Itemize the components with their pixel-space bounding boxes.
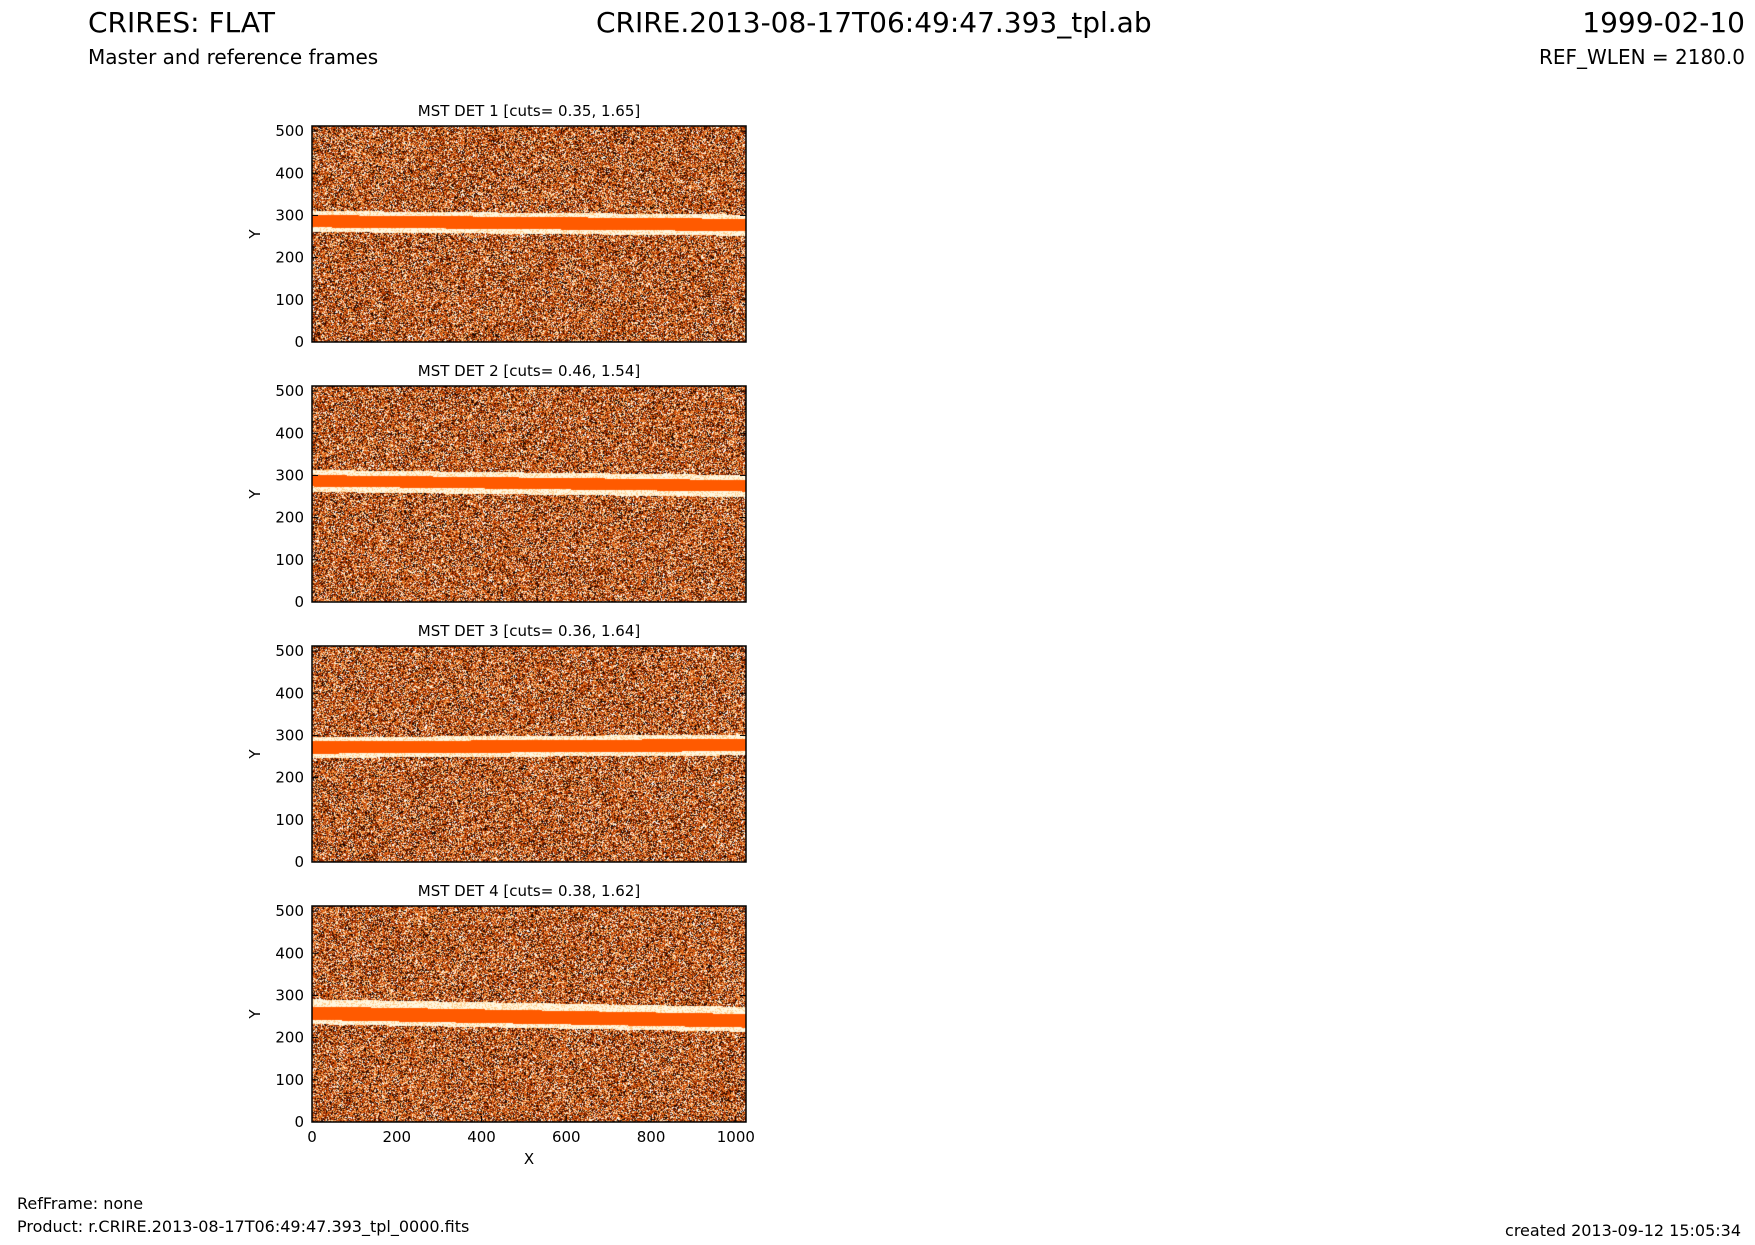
detector-image-3 xyxy=(312,646,746,862)
y-tick-label: 200 xyxy=(275,1029,304,1047)
y-tick-label: 500 xyxy=(275,642,304,660)
refframe-note: RefFrame: none xyxy=(17,1194,144,1213)
x-tick-label: 600 xyxy=(552,1128,581,1146)
report-subtitle: Master and reference frames xyxy=(88,45,379,69)
panel-title-4: MST DET 4 [cuts= 0.38, 1.62] xyxy=(418,882,641,900)
y-tick-label: 100 xyxy=(275,291,304,309)
y-tick-label: 0 xyxy=(294,853,304,871)
y-tick-label: 400 xyxy=(275,164,304,182)
created-timestamp: created 2013-09-12 15:05:34 xyxy=(1505,1221,1741,1240)
detector-image-2 xyxy=(312,386,746,602)
panel-frame-3 xyxy=(311,645,747,863)
panel-title-1: MST DET 1 [cuts= 0.35, 1.65] xyxy=(418,102,641,120)
y-axis-label: Y xyxy=(246,749,264,760)
observation-date: 1999-02-10 xyxy=(1582,6,1745,39)
x-tick-label: 200 xyxy=(382,1128,411,1146)
y-tick-label: 100 xyxy=(275,551,304,569)
y-tick-label: 200 xyxy=(275,769,304,787)
y-tick-label: 300 xyxy=(275,726,304,744)
x-tick-label: 0 xyxy=(307,1128,317,1146)
y-axis-label: Y xyxy=(246,489,264,500)
x-tick-label: 1000 xyxy=(717,1128,755,1146)
y-tick-label: 0 xyxy=(294,593,304,611)
report-title: CRIRES: FLAT xyxy=(88,6,275,39)
detector-image-4 xyxy=(312,906,746,1122)
y-tick-label: 500 xyxy=(275,902,304,920)
file-name: CRIRE.2013-08-17T06:49:47.393_tpl.ab xyxy=(596,6,1152,39)
x-tick-label: 400 xyxy=(467,1128,496,1146)
ref-wlen-label: REF_WLEN = 2180.0 xyxy=(1538,45,1745,69)
y-tick-label: 100 xyxy=(275,1071,304,1089)
x-axis-label: X xyxy=(524,1150,534,1168)
panel-title-3: MST DET 3 [cuts= 0.36, 1.64] xyxy=(418,622,641,640)
y-tick-label: 400 xyxy=(275,424,304,442)
panel-frame-2 xyxy=(311,385,747,603)
y-axis-label: Y xyxy=(246,229,264,240)
y-tick-label: 300 xyxy=(275,206,304,224)
y-tick-label: 400 xyxy=(275,684,304,702)
y-tick-label: 300 xyxy=(275,986,304,1004)
product-note: Product: r.CRIRE.2013-08-17T06:49:47.393… xyxy=(17,1217,470,1236)
panel-frame-4 xyxy=(311,905,747,1123)
panel-frame-1 xyxy=(311,125,747,343)
y-tick-label: 200 xyxy=(275,509,304,527)
panel-title-2: MST DET 2 [cuts= 0.46, 1.54] xyxy=(418,362,641,380)
detector-image-1 xyxy=(312,126,746,342)
y-tick-label: 0 xyxy=(294,1113,304,1131)
y-tick-label: 200 xyxy=(275,249,304,267)
y-tick-label: 500 xyxy=(275,382,304,400)
y-tick-label: 400 xyxy=(275,944,304,962)
y-axis-label: Y xyxy=(246,1009,264,1020)
x-tick-label: 800 xyxy=(637,1128,666,1146)
y-tick-label: 0 xyxy=(294,333,304,351)
y-tick-label: 300 xyxy=(275,466,304,484)
y-tick-label: 100 xyxy=(275,811,304,829)
y-tick-label: 500 xyxy=(275,122,304,140)
